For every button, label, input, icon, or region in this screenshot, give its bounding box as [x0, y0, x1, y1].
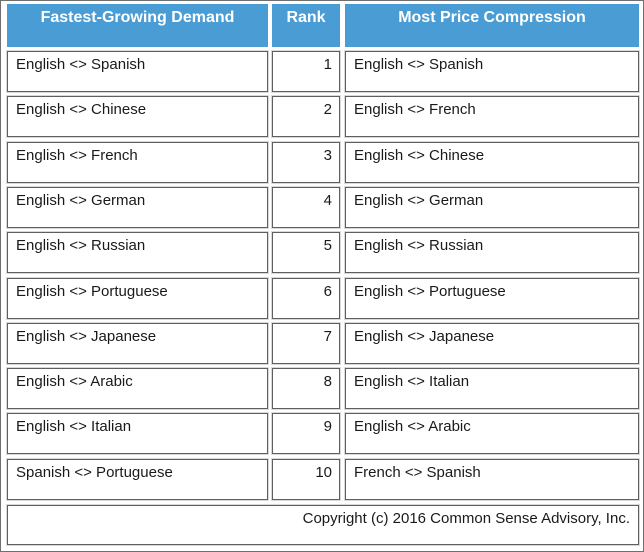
compression-cell: English <> Arabic: [345, 413, 639, 454]
rank-cell: 7: [272, 323, 340, 364]
demand-cell: English <> Portuguese: [7, 278, 268, 319]
demand-cell: English <> Japanese: [7, 323, 268, 364]
rank-cell: 1: [272, 51, 340, 92]
demand-cell: English <> Chinese: [7, 96, 268, 137]
rank-cell: 2: [272, 96, 340, 137]
rank-cell: 3: [272, 142, 340, 183]
rank-cell: 10: [272, 459, 340, 500]
compression-cell: English <> Chinese: [345, 142, 639, 183]
compression-cell: English <> German: [345, 187, 639, 228]
demand-cell: English <> German: [7, 187, 268, 228]
compression-cell: English <> Portuguese: [345, 278, 639, 319]
demand-cell: English <> Spanish: [7, 51, 268, 92]
demand-cell: English <> French: [7, 142, 268, 183]
rank-cell: 5: [272, 232, 340, 273]
demand-cell: English <> Italian: [7, 413, 268, 454]
rank-cell: 8: [272, 368, 340, 409]
compression-cell: French <> Spanish: [345, 459, 639, 500]
demand-cell: English <> Arabic: [7, 368, 268, 409]
compression-cell: English <> Russian: [345, 232, 639, 273]
header-fastest-growing-demand: Fastest-Growing Demand: [7, 4, 268, 47]
compression-cell: English <> Italian: [345, 368, 639, 409]
demand-cell: Spanish <> Portuguese: [7, 459, 268, 500]
demand-cell: English <> Russian: [7, 232, 268, 273]
compression-cell: English <> French: [345, 96, 639, 137]
copyright-notice: Copyright (c) 2016 Common Sense Advisory…: [7, 505, 639, 545]
compression-cell: English <> Spanish: [345, 51, 639, 92]
rank-cell: 4: [272, 187, 340, 228]
rank-cell: 9: [272, 413, 340, 454]
rank-cell: 6: [272, 278, 340, 319]
header-most-price-compression: Most Price Compression: [345, 4, 639, 47]
header-rank: Rank: [272, 4, 340, 47]
compression-cell: English <> Japanese: [345, 323, 639, 364]
